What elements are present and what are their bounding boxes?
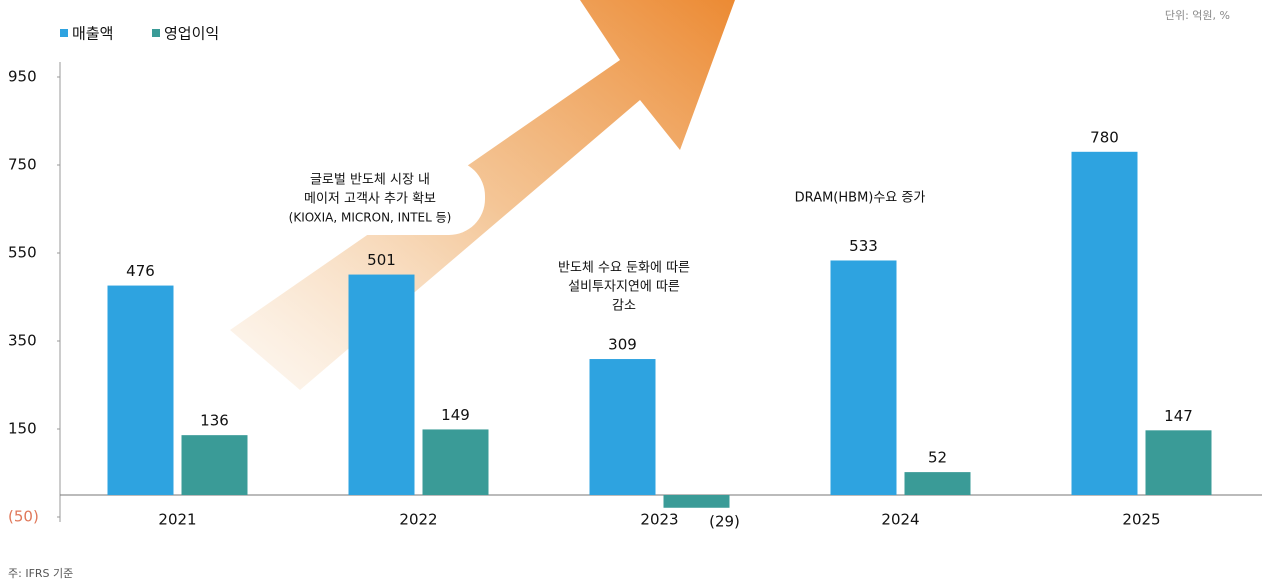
legend-swatch (60, 29, 68, 37)
bar (181, 435, 248, 495)
footnote: 주: IFRS 기준 (8, 567, 73, 580)
y-tick-label: 950 (8, 68, 37, 86)
data-label: 149 (441, 406, 470, 424)
annotation: 설비투자지연에 따른 (568, 280, 680, 295)
annotation: 감소 (612, 299, 636, 314)
data-label: 52 (928, 449, 947, 467)
data-label: 136 (200, 412, 229, 430)
data-label: (29) (709, 512, 740, 530)
annotation: DRAM(HBM)수요 증가 (795, 191, 926, 206)
data-label: 533 (849, 237, 878, 255)
legend-label: 영업이익 (164, 25, 219, 43)
bar (904, 472, 971, 495)
bar (422, 429, 489, 495)
data-label: 501 (367, 251, 396, 269)
bar (589, 359, 656, 495)
x-tick-label: 2023 (640, 511, 678, 529)
data-label: 476 (126, 262, 155, 280)
y-tick-label: 550 (8, 244, 37, 262)
x-tick-label: 2025 (1122, 511, 1160, 529)
y-tick-label: 750 (8, 156, 37, 174)
bar (1071, 151, 1138, 496)
x-tick-label: 2022 (399, 511, 437, 529)
data-label: 780 (1090, 128, 1119, 146)
y-tick-label: 150 (8, 420, 37, 438)
legend-label: 매출액 (72, 25, 113, 43)
annotation: (KIOXIA, MICRON, INTEL 등) (289, 211, 452, 225)
bar (663, 495, 730, 508)
y-tick-label: (50) (8, 508, 39, 526)
x-tick-label: 2021 (158, 511, 196, 529)
annotation-box (270, 160, 485, 235)
bar (1145, 430, 1212, 495)
bar (348, 274, 415, 495)
data-label: 147 (1164, 407, 1193, 425)
annotation: 메이저 고객사 추가 확보 (304, 192, 436, 207)
annotation: 반도체 수요 둔화에 따른 (558, 261, 690, 276)
y-tick-label: 350 (8, 332, 37, 350)
annotation: 글로벌 반도체 시장 내 (310, 173, 430, 188)
bar (830, 260, 897, 495)
x-tick-label: 2024 (881, 511, 919, 529)
bar (107, 285, 174, 495)
legend-swatch (152, 29, 160, 37)
data-label: 309 (608, 336, 637, 354)
unit-label: 단위: 억원, % (1165, 9, 1230, 22)
